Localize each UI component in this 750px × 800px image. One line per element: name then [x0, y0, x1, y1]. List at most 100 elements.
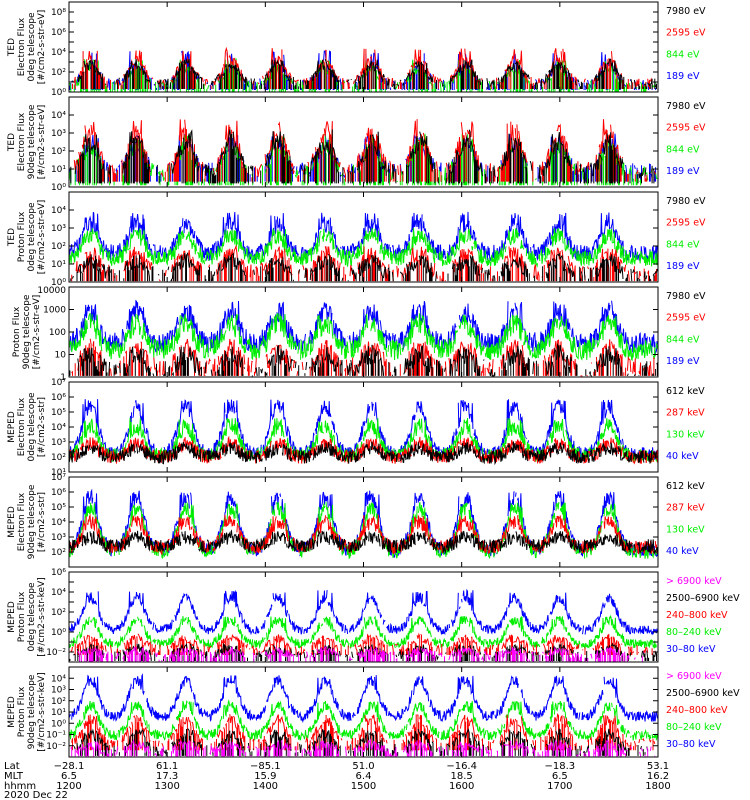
y-axis-label: MEPED [7, 506, 17, 538]
legend-item: 130 keV [666, 524, 705, 535]
y-axis-label: 90deg telescope [27, 674, 37, 749]
y-tick-label: 10¹ [51, 468, 66, 478]
panel-ted-p-0-series [69, 211, 658, 282]
x-row-label-lat: Lat [4, 761, 20, 772]
y-axis-label: Electron Flux [17, 112, 27, 171]
y-tick-label: 10⁴ [51, 674, 66, 684]
panel-meped-e-90-series [69, 488, 658, 560]
x-tick-mlt: 6.5 [61, 771, 77, 782]
legend-item: 189 eV [666, 261, 700, 272]
y-tick-label: 10³ [51, 438, 66, 448]
series-meped-p-90-1 [69, 698, 658, 741]
legend-item: 189 eV [666, 356, 700, 367]
x-tick-hhmm: 1300 [154, 781, 179, 792]
y-tick-label: 10¹ [51, 260, 66, 270]
legend-item: 612 keV [666, 386, 705, 397]
y-tick-label: 1 [60, 373, 66, 383]
legend-item: 7980 eV [666, 6, 706, 17]
y-tick-label: 10³ [51, 686, 66, 696]
legend-item: 7980 eV [666, 291, 706, 302]
x-row-label-hhmm: hhmm [4, 781, 36, 792]
legend-item: 2595 eV [666, 123, 706, 134]
legend-item: 2595 eV [666, 313, 706, 324]
y-axis-label: TED [7, 228, 17, 247]
y-axis-label: 0deg telescope [27, 582, 37, 652]
y-tick-label: 10⁰ [51, 719, 66, 729]
x-tick-hhmm: 1200 [56, 781, 81, 792]
y-tick-label: 10⁰ [51, 183, 66, 193]
panel-ted-e-90: 10⁰ 10¹ 10² 10³ 10⁴ TED Electron Flux 90deg tel… [7, 96, 706, 193]
y-tick-label: 10⁰ [51, 88, 66, 98]
legend-item: 287 keV [666, 408, 705, 419]
y-axis-label: 90deg telescope [27, 484, 37, 559]
y-axis-label: Electron Flux [17, 17, 27, 76]
x-tick-lat: 53.1 [647, 761, 669, 772]
y-tick-label: 10¹ [51, 165, 66, 175]
legend-item: 7980 eV [666, 101, 706, 112]
legend-item: 80–240 keV [666, 627, 722, 638]
y-tick-label: 10⁴ [51, 518, 66, 528]
legend-item: 189 eV [666, 71, 700, 82]
y-tick-label: 100 [49, 328, 66, 338]
y-axis-label: Proton Flux [17, 211, 27, 262]
y-tick-label: 10⁴ [51, 111, 66, 121]
x-tick-hhmm: 1700 [547, 781, 572, 792]
y-tick-label: 10⁴ [51, 588, 66, 598]
time-axis: Lat MLT hhmm 2020 Dec 22 −28.16.5120061.… [4, 761, 671, 800]
x-tick-lat: −28.1 [54, 761, 85, 772]
x-tick-mlt: 6.4 [356, 771, 372, 782]
y-tick-label: 10² [51, 68, 66, 78]
series-meped-e-90-3 [69, 529, 658, 555]
y-tick-label: 10² [51, 548, 66, 558]
series-meped-p-0-0 [69, 588, 658, 636]
x-tick-mlt: 18.5 [451, 771, 473, 782]
legend-item: > 6900 keV [666, 576, 722, 587]
x-tick-lat: −18.3 [545, 761, 576, 772]
y-axis-label: MEPED [7, 601, 17, 633]
y-tick-label: 10⁶ [51, 393, 66, 403]
series-ted-e-90-3 [70, 129, 655, 184]
panel-ted-e-0-series [69, 48, 657, 91]
y-tick-label: 10⁶ [51, 568, 66, 578]
y-axis-label: [#/cm2-s-str-eV] [37, 10, 47, 85]
x-tick-mlt: 16.2 [647, 771, 669, 782]
panel-ted-p-90-series [69, 299, 658, 377]
y-tick-label: 10³ [51, 129, 66, 139]
series-ted-e-90-2 [73, 119, 657, 182]
panel-ted-e-90-series [69, 119, 658, 186]
series-ted-e-0-3 [69, 58, 657, 89]
y-axis-label: [#/cm2-s-str-keV] [37, 577, 47, 656]
legend-item: 30–80 keV [666, 739, 716, 750]
legend-item: 130 keV [666, 429, 705, 440]
y-tick-label: 10² [51, 697, 66, 707]
y-tick-label: 10¹ [51, 708, 66, 718]
panel-meped-p-0: 10⁻² 10⁰ 10² 10⁴ 10⁶ MEPED Proton Flux 0deg tel… [7, 568, 740, 663]
x-tick-lat: −16.4 [446, 761, 477, 772]
series-ted-p-0-3 [70, 252, 658, 282]
y-axis-label: Proton Flux [12, 306, 22, 357]
y-tick-label: 10⁻¹ [46, 731, 66, 741]
panel-ted-p-90: 1 10 100 1000 10000 Proton Flux 90deg telescop… [12, 286, 706, 383]
y-axis-label: Proton Flux [17, 591, 27, 642]
x-tick-hhmm: 1400 [253, 781, 278, 792]
y-axis-label: MEPED [7, 696, 17, 728]
y-axis-label: [#/cm2-s-str-eV] [32, 295, 42, 370]
y-tick-label: 10⁻² [46, 648, 66, 658]
y-axis-label: MEPED [7, 411, 17, 443]
legend-item: 287 keV [666, 503, 705, 514]
panel-meped-e-90: 10² 10³ 10⁴ 10⁵ 10⁶ 10⁷ MEPED Electron Flux 90de… [7, 473, 705, 568]
y-axis-label: Electron Flux [17, 492, 27, 551]
legend-item: 844 eV [666, 144, 700, 155]
panel-meped-p-90-series [69, 673, 658, 757]
y-axis-label: Electron Flux [17, 397, 27, 456]
series-ted-p-90-1 [69, 312, 658, 362]
y-tick-label: 10⁴ [51, 48, 66, 58]
series-ted-p-90-0 [69, 299, 658, 356]
y-tick-label: 10⁵ [51, 408, 66, 418]
y-tick-label: 10⁴ [51, 206, 66, 216]
legend-item: 2500–6900 keV [666, 688, 740, 699]
y-tick-label: 10⁰ [51, 628, 66, 638]
legend-item: 844 eV [666, 49, 700, 60]
panel-meped-e-0-series [69, 399, 658, 464]
